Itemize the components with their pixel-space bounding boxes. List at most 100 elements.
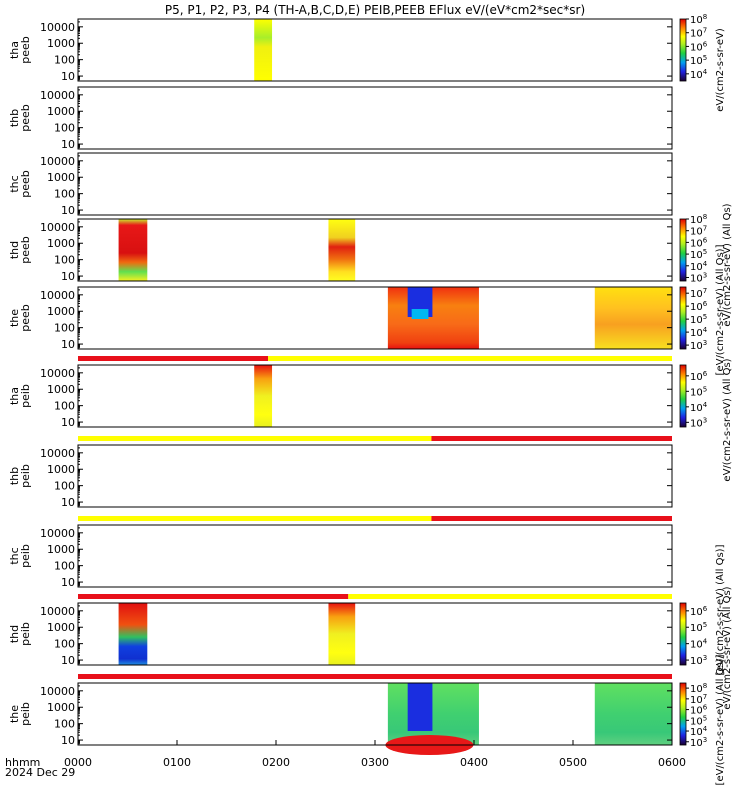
y-tick-label: 100 xyxy=(54,254,75,267)
y-tick-label: 10000 xyxy=(40,89,75,102)
colorbar-label: eV/(cm2-s-sr-eV) (All Qs) xyxy=(722,358,733,481)
colorbar-tick-label: 107 xyxy=(690,225,707,238)
y-axis-label-line: thd xyxy=(8,625,21,643)
panel-frame xyxy=(77,18,673,82)
spectrogram-core xyxy=(407,683,433,731)
colorbar-gradient xyxy=(679,364,687,428)
colorbar-tick-label: 104 xyxy=(690,638,708,651)
y-axis-label: thepeeb xyxy=(8,304,32,332)
y-axis-label-line: peeb xyxy=(19,304,32,332)
panel-frame xyxy=(77,602,673,666)
y-axis-label-line: peeb xyxy=(19,236,32,264)
colorbar-tick-label: 105 xyxy=(690,621,707,634)
panel-the-peib: 10 100 1000 10000 thepeib xyxy=(8,674,673,755)
y-tick-label: 1000 xyxy=(47,543,75,556)
y-tick-label: 10 xyxy=(61,576,75,589)
spectrogram-block xyxy=(328,219,356,281)
spectrogram-block xyxy=(118,219,148,281)
y-tick-label: 100 xyxy=(54,400,75,413)
mode-bar-segment xyxy=(348,594,672,599)
colorbars: 1041051061071081031041051061071081031041… xyxy=(679,13,733,785)
spectrogram-block xyxy=(594,287,672,349)
spectrogram-block xyxy=(387,287,479,349)
spectrogram-core xyxy=(411,309,429,319)
colorbar-label: [eV/(cm2-s-sr-eV) (All Qs)] xyxy=(715,544,726,675)
y-tick-label: 10 xyxy=(61,204,75,217)
y-axis-label-line: thb xyxy=(8,109,21,127)
colorbar-tick-label: 105 xyxy=(690,313,707,326)
y-tick-label: 100 xyxy=(54,322,75,335)
colorbar-tick-label: 107 xyxy=(690,693,707,706)
colorbar-tick-label: 103 xyxy=(690,416,707,429)
y-axis-label-line: peib xyxy=(19,544,32,568)
spectrogram-block xyxy=(254,19,273,81)
spectrogram-block xyxy=(254,365,273,427)
y-tick-label: 10 xyxy=(61,496,75,509)
colorbar-tick-label: 107 xyxy=(690,27,707,40)
spectrogram-block xyxy=(328,603,356,665)
colorbar-tick-label: 104 xyxy=(690,401,708,414)
spectrogram-block xyxy=(387,683,479,745)
y-tick-label: 100 xyxy=(54,718,75,731)
colorbar-label: eV/(cm2-s-sr-eV) xyxy=(715,28,726,112)
y-axis-label-line: thb xyxy=(8,467,21,485)
y-tick-label: 100 xyxy=(54,480,75,493)
panel-thd-peeb: 10 100 1000 10000 thdpeeb xyxy=(8,218,673,283)
colorbar-tick-label: 105 xyxy=(690,714,707,727)
panel-thc-peib: 10 100 1000 10000 thcpeib xyxy=(8,516,673,589)
mode-bar-segment xyxy=(78,594,349,599)
y-tick-label: 100 xyxy=(54,188,75,201)
y-axis-label-line: tha xyxy=(8,41,21,59)
colorbar: 103 104 105 106 xyxy=(679,364,708,429)
colorbar-tick-label: 105 xyxy=(690,385,707,398)
mode-bar-segment xyxy=(78,436,432,441)
y-tick-label: 100 xyxy=(54,122,75,135)
y-axis-label-line: thc xyxy=(8,547,21,564)
y-tick-label: 10 xyxy=(61,138,75,151)
colorbar-label: eV/(cm2-s-sr-eV) (All Qs) xyxy=(722,586,733,709)
y-tick-label: 10000 xyxy=(40,605,75,618)
y-axis-label: thbpeib xyxy=(8,464,32,488)
y-tick-label: 1000 xyxy=(47,701,75,714)
y-axis-label-line: peib xyxy=(19,464,32,488)
colorbar-tick-label: 103 xyxy=(690,339,707,352)
y-tick-label: 1000 xyxy=(47,237,75,250)
y-axis-label-line: peeb xyxy=(19,36,32,64)
x-axis: 0000 0100 0200 0300 0400 0500 0600 xyxy=(64,740,686,769)
y-axis-label-line: thc xyxy=(8,175,21,192)
colorbar-gradient xyxy=(679,218,687,282)
x-tick-label: 0100 xyxy=(163,756,191,769)
spectrogram-block xyxy=(594,683,672,745)
y-axis-label-line: peib xyxy=(19,384,32,408)
y-tick-label: 10 xyxy=(61,416,75,429)
chart-title: P5, P1, P2, P3, P4 (TH-A,B,C,D,E) PEIB,P… xyxy=(165,3,585,17)
panel-frame xyxy=(77,682,673,746)
y-axis-label: thcpeeb xyxy=(8,170,32,198)
panel-frame xyxy=(77,218,673,282)
y-axis-label-line: peib xyxy=(19,702,32,726)
y-tick-label: 1000 xyxy=(47,105,75,118)
x-tick-label: 0300 xyxy=(361,756,389,769)
colorbar-label: eV/(cm2-s-sr-eV) (All Qs) xyxy=(722,203,733,326)
mode-bar-segment xyxy=(78,356,269,361)
y-tick-label: 10 xyxy=(61,270,75,283)
panel-frame xyxy=(77,444,673,508)
colorbar-tick-label: 104 xyxy=(690,326,708,339)
panel-thd-peib: 10 100 1000 10000 thdpeib xyxy=(8,594,673,667)
x-tick-label: 0500 xyxy=(559,756,587,769)
panels: 10100100010000thapeeb10100100010000thbpe… xyxy=(8,18,673,755)
y-axis-label-line: the xyxy=(8,309,21,327)
y-tick-label: 100 xyxy=(54,54,75,67)
panel-frame xyxy=(77,286,673,350)
y-tick-label: 10000 xyxy=(40,21,75,34)
panel-frame xyxy=(77,86,673,150)
y-axis-label: thepeib xyxy=(8,702,32,726)
y-axis-label: thapeeb xyxy=(8,36,32,64)
colorbar-tick-label: 103 xyxy=(690,736,707,749)
mode-bar-segment xyxy=(78,674,672,679)
y-axis-label-line: peeb xyxy=(19,104,32,132)
colorbar-tick-label: 106 xyxy=(690,704,708,717)
y-tick-label: 10 xyxy=(61,338,75,351)
